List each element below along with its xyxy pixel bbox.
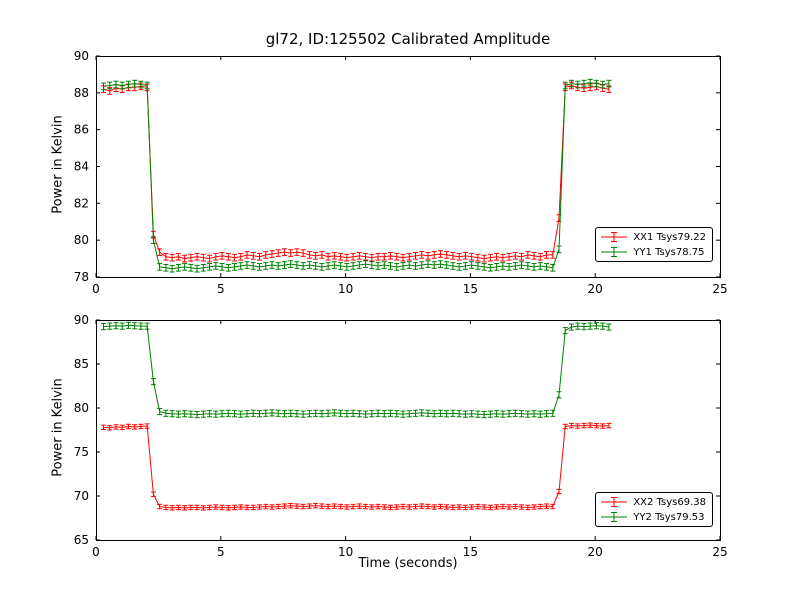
y-tick-label: 78 [74, 270, 89, 284]
series-line-xx2 [103, 424, 609, 509]
x-tick-label: 25 [712, 545, 727, 559]
y-tick-label: 88 [74, 86, 89, 100]
y-tick-label: 90 [74, 313, 89, 327]
series-line-yy2 [103, 324, 609, 416]
x-tick-label: 10 [338, 545, 353, 559]
errorbar-marker-icon [601, 247, 628, 257]
x-tick-label: 15 [463, 282, 478, 296]
x-tick-label: 0 [92, 545, 100, 559]
legend-entry-xx1: XX1 Tsys79.22 [601, 231, 706, 243]
x-tick-label: 15 [463, 545, 478, 559]
y-tick-label: 82 [74, 196, 89, 210]
legend-label-yy1: YY1 Tsys78.75 [633, 246, 705, 258]
axes-frame-1 [96, 56, 721, 278]
y-tick-label: 70 [74, 489, 89, 503]
x-tick-label: 5 [217, 282, 225, 296]
y-tick-label: 80 [74, 401, 89, 415]
axes-frame-2 [96, 320, 721, 541]
legend-top: XX1 Tsys79.22 YY1 Tsys78.75 [595, 227, 713, 262]
y-tick-label: 86 [74, 123, 89, 137]
x-tick-label: 20 [588, 545, 603, 559]
y-tick-label: 75 [74, 445, 89, 459]
x-tick-label: 25 [712, 282, 727, 296]
series-line-xx1 [103, 84, 610, 260]
x-tick-label: 0 [92, 282, 100, 296]
figure-title: gl72, ID:125502 Calibrated Amplitude [265, 30, 551, 48]
x-tick-label: 10 [338, 282, 353, 296]
x-tick-label: 5 [217, 545, 225, 559]
errorbar-marker-icon [601, 497, 628, 507]
legend-bottom: XX2 Tsys69.38 YY2 Tsys79.53 [595, 492, 713, 527]
legend-label-xx1: XX1 Tsys79.22 [633, 231, 706, 243]
legend-label-xx2: XX2 Tsys69.38 [633, 496, 706, 508]
y-axis-label-top: Power in Kelvin [50, 115, 66, 214]
x-axis-label: Time (seconds) [358, 556, 458, 571]
legend-entry-yy1: YY1 Tsys78.75 [601, 246, 706, 258]
errorbar-marker-icon [601, 512, 628, 522]
legend-entry-xx2: XX2 Tsys69.38 [601, 496, 706, 508]
series-line-yy1 [103, 82, 610, 270]
legend-label-yy2: YY2 Tsys79.53 [633, 511, 705, 523]
y-tick-label: 84 [74, 160, 89, 174]
y-tick-label: 85 [74, 357, 89, 371]
y-axis-label-bottom: Power in Kelvin [50, 378, 66, 477]
y-tick-label: 80 [74, 233, 89, 247]
legend-entry-yy2: YY2 Tsys79.53 [601, 511, 706, 523]
y-tick-label: 90 [74, 49, 89, 63]
x-tick-label: 20 [588, 282, 603, 296]
y-tick-label: 65 [74, 533, 89, 547]
errorbar-marker-icon [601, 232, 628, 242]
